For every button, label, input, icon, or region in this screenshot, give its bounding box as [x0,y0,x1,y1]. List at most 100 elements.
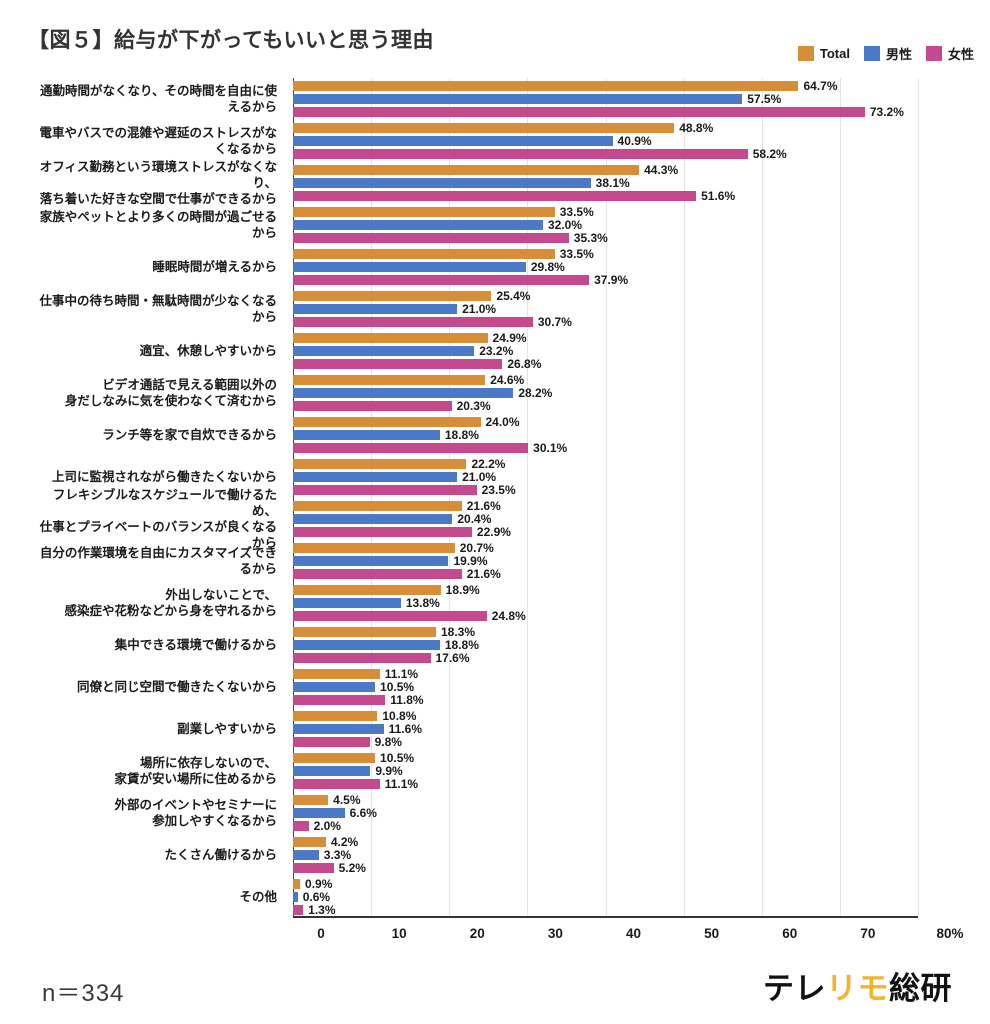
value-label: 64.7% [803,79,838,93]
chart-legend: Total 男性 女性 [797,44,974,63]
bar-line: 51.6% [293,190,918,202]
table-row: オフィス勤務という環境ストレスがなくなり、 落ち着いた好きな空間で仕事ができるか… [28,160,958,207]
bar-line: 11.8% [293,693,918,707]
bar-line: 44.3% [293,163,918,177]
x-axis-tick: 80% [936,926,964,941]
value-label: 29.8% [530,260,565,274]
bar-group: 24.6% 28.2% 20.3% [293,373,918,412]
bar-男性 [293,262,526,272]
bar-男性 [293,766,371,776]
table-row: フレキシブルなスケジュールで働けるため、 仕事とプライベートのバランスが良くなる… [28,488,958,551]
bar-line: 30.1% [293,442,918,454]
value-label: 11.8% [390,693,424,707]
value-label: 24.6% [490,373,525,387]
value-label: 0.6% [302,890,331,904]
legend-swatch-icon [925,46,942,61]
bar-line: 24.6% [293,373,918,387]
page-title: 【図５】給与が下がってもいいと思う理由 [28,29,434,52]
bar-line: 20.3% [293,400,918,412]
bar-Total [293,879,301,889]
bar-男性 [293,388,514,398]
value-label: 11.1% [384,777,419,791]
grid-line [371,78,373,916]
bar-group: 33.5% 29.8% 37.9% [293,248,918,286]
bar-line: 3.3% [293,849,918,861]
bar-group: 44.3% 38.1% 51.6% [293,163,918,202]
bar-女性 [293,569,462,579]
bar-Total [293,375,486,385]
bar-女性 [293,779,380,789]
bar-Total [293,711,378,721]
grid-line [449,78,451,916]
category-label: 自分の作業環境を自由にカスタマイズできるから [39,545,277,576]
legend-label: 女性 [947,47,974,62]
value-label: 44.3% [644,163,679,177]
bar-Total [293,333,488,343]
bar-line: 26.8% [293,358,918,370]
value-label: 11.1% [384,667,419,681]
value-label: 18.3% [440,625,475,639]
bar-女性 [293,863,334,873]
x-axis: 0 10 20 30 40 50 60 70 80% [317,926,963,946]
bar-line: 33.5% [293,206,918,218]
bar-男性 [293,346,475,356]
bar-Total [293,585,441,595]
value-label: 10.5% [380,751,415,765]
table-row: 集中できる環境で働けるから 18.3% 18.8% 17.6% [28,624,958,666]
value-label: 19.9% [453,554,488,568]
value-label: 10.8% [382,709,417,723]
bar-男性 [293,514,453,524]
table-row: 外出しないことで、 感染症や花粉などから身を守れるから 18.9% 13.8% 24.… [28,582,958,624]
bar-group: 48.8% 40.9% 58.2% [293,122,918,160]
bar-男性 [293,850,319,860]
category-label: 外出しないことで、 感染症や花粉などから身を守れるから [64,587,277,618]
value-label: 22.9% [476,525,511,539]
bar-group: 24.9% 23.2% 26.8% [293,332,918,370]
bar-男性 [293,724,384,734]
bar-line: 32.0% [293,219,918,231]
bar-line: 18.9% [293,584,918,596]
bar-line: 11.6% [293,723,918,735]
bar-line: 48.8% [293,122,918,134]
x-axis-tick: 50 [704,926,720,941]
category-label: 副業しやすいから [177,721,277,736]
category-label: 電車やバスでの混雑や遅延のストレスがなくなるから [39,125,277,156]
category-label: 上司に監視されながら働きたくないから [51,469,277,484]
category-label: 家族やペットとより多くの時間が過ごせるから [39,209,277,240]
bar-line: 24.9% [293,332,918,344]
x-axis-tick: 40 [625,926,642,941]
bar-Total [293,627,436,637]
table-row: 仕事中の待ち時間・無駄時間が少なくなるから 25.4% 21.0% 30.7% [28,288,958,330]
value-label: 73.2% [869,105,904,119]
bar-男性 [293,94,743,104]
bar-line: 64.7% [293,79,918,93]
bar-line: 40.9% [293,135,918,147]
bar-男性 [293,892,298,902]
bar-男性 [293,178,591,188]
bar-line: 29.8% [293,260,918,274]
value-label: 9.8% [374,735,402,749]
bar-女性 [293,737,370,747]
table-row: 上司に監視されながら働きたくないから 22.2% 21.0% 23.5% [28,456,958,498]
bar-group: 20.7% 19.9% 21.6% [293,542,918,580]
value-label: 25.4% [496,289,531,303]
value-label: 28.2% [518,386,553,400]
category-label: 集中できる環境で働けるから [114,637,277,652]
bar-line: 2.0% [293,820,918,832]
bar-男性 [293,220,543,230]
bar-line: 10.5% [293,681,918,693]
table-row: ランチ等を家で自炊できるから 24.0% 18.8% 30.1% [28,414,958,456]
bar-line: 11.1% [293,667,918,681]
table-row: その他 0.9% 0.6% 1.3% [28,876,958,918]
bar-line: 23.5% [293,484,918,496]
bar-line: 0.6% [293,890,918,904]
bar-女性 [293,191,697,201]
bar-女性 [293,317,533,327]
value-label: 20.4% [457,512,492,526]
value-label: 57.5% [747,92,782,106]
bar-line: 18.3% [293,625,918,639]
bar-group: 25.4% 21.0% 30.7% [293,289,918,328]
bar-line: 13.8% [293,597,918,609]
bar-Total [293,669,380,679]
